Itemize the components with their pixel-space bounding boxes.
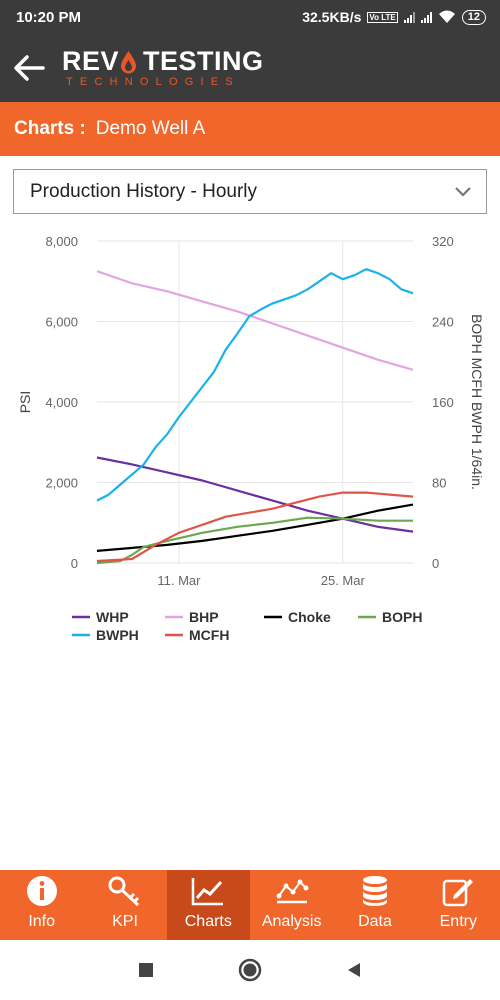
y-tick-label: 8,000 xyxy=(45,234,78,249)
nav-label: Info xyxy=(28,913,55,930)
flame-icon xyxy=(121,50,137,73)
legend-item: BWPH xyxy=(96,627,139,643)
arrow-left-icon xyxy=(14,55,45,81)
context-bar: Charts : Demo Well A xyxy=(0,102,500,156)
status-icons: 32.5KB/s Vo LTE 12 xyxy=(302,9,486,25)
dropdown-selected: Production History - Hourly xyxy=(30,180,258,202)
y2-tick-label: 0 xyxy=(432,556,439,571)
signal-icon xyxy=(403,11,415,23)
wifi-icon xyxy=(438,10,455,23)
triangle-back-icon xyxy=(348,963,360,977)
y-axis-label: PSI xyxy=(17,391,33,414)
signal-icon-2 xyxy=(420,11,432,23)
app-header: REV TESTING TECHNOLOGIES xyxy=(0,34,500,102)
key-icon xyxy=(108,876,140,907)
well-name: Demo Well A xyxy=(95,118,206,139)
nav-data[interactable]: Data xyxy=(333,870,416,940)
context-label: Charts : xyxy=(14,118,86,139)
circle-icon xyxy=(238,958,262,982)
back-button[interactable] xyxy=(12,51,46,85)
nav-entry[interactable]: Entry xyxy=(417,870,500,940)
legend-item: BOPH xyxy=(382,609,422,625)
square-icon xyxy=(139,963,153,977)
recents-button[interactable] xyxy=(94,962,198,978)
chevron-down-icon xyxy=(455,186,471,197)
back-system-button[interactable] xyxy=(302,962,406,978)
status-time: 10:20 PM xyxy=(16,8,82,26)
nav-charts[interactable]: Charts xyxy=(166,870,250,940)
edit-icon xyxy=(443,879,474,907)
app-logo: REV TESTING TECHNOLOGIES xyxy=(62,48,264,88)
nav-label: KPI xyxy=(112,913,138,930)
nav-label: Analysis xyxy=(261,913,322,930)
series-line-whp xyxy=(96,456,414,533)
legend-item: WHP xyxy=(96,609,129,625)
series-line-bhp xyxy=(96,270,414,371)
analysis-icon xyxy=(276,879,309,904)
production-chart[interactable]: 8,000 320 6,000 240 4,000 160 2,000 80 0 0 11. Mar… xyxy=(0,225,500,655)
x-tick-label: 25. Mar xyxy=(321,573,366,588)
y-tick-label: 6,000 xyxy=(45,315,78,330)
database-icon xyxy=(362,876,387,906)
home-button[interactable] xyxy=(198,958,302,982)
nav-info[interactable]: Info xyxy=(0,870,83,940)
nav-label: Charts xyxy=(184,913,232,930)
y2-tick-label: 160 xyxy=(432,395,454,410)
y2-tick-label: 320 xyxy=(432,234,454,249)
system-navigation xyxy=(0,940,500,1000)
y-tick-label: 0 xyxy=(71,556,78,571)
legend-item: Choke xyxy=(288,609,331,625)
legend-item: MCFH xyxy=(189,627,229,643)
info-icon xyxy=(26,876,57,906)
y2-axis-label: BOPH MCFH BWPH 1/64in. xyxy=(469,314,485,490)
nav-analysis[interactable]: Analysis xyxy=(250,870,333,940)
x-tick-label: 11. Mar xyxy=(157,573,201,588)
logo-subtitle: TECHNOLOGIES xyxy=(66,76,240,88)
volte-icon: Vo LTE xyxy=(367,11,398,23)
nav-kpi[interactable]: KPI xyxy=(83,870,166,940)
network-speed: 32.5KB/s xyxy=(302,9,362,25)
nav-label: Entry xyxy=(439,913,477,930)
series-line-bwph xyxy=(96,268,414,502)
logo-word-rev: REV xyxy=(62,46,120,76)
nav-label: Data xyxy=(358,913,392,930)
y-tick-label: 4,000 xyxy=(45,395,78,410)
logo-word-testing: TESTING xyxy=(143,46,264,76)
series-line-mcfh xyxy=(96,491,414,563)
series-line-boph xyxy=(96,516,413,565)
bottom-navigation: Info KPI Charts Analysis Data Entry xyxy=(0,870,500,940)
status-bar: 10:20 PM 32.5KB/s Vo LTE 12 xyxy=(0,0,500,34)
chart-line-icon xyxy=(192,878,224,906)
legend-item: BHP xyxy=(189,609,219,625)
chart-type-dropdown[interactable]: Production History - Hourly xyxy=(13,169,487,214)
y-tick-label: 2,000 xyxy=(45,476,78,491)
y2-tick-label: 80 xyxy=(432,476,446,491)
battery-icon: 12 xyxy=(461,9,486,25)
y2-tick-label: 240 xyxy=(432,315,454,330)
